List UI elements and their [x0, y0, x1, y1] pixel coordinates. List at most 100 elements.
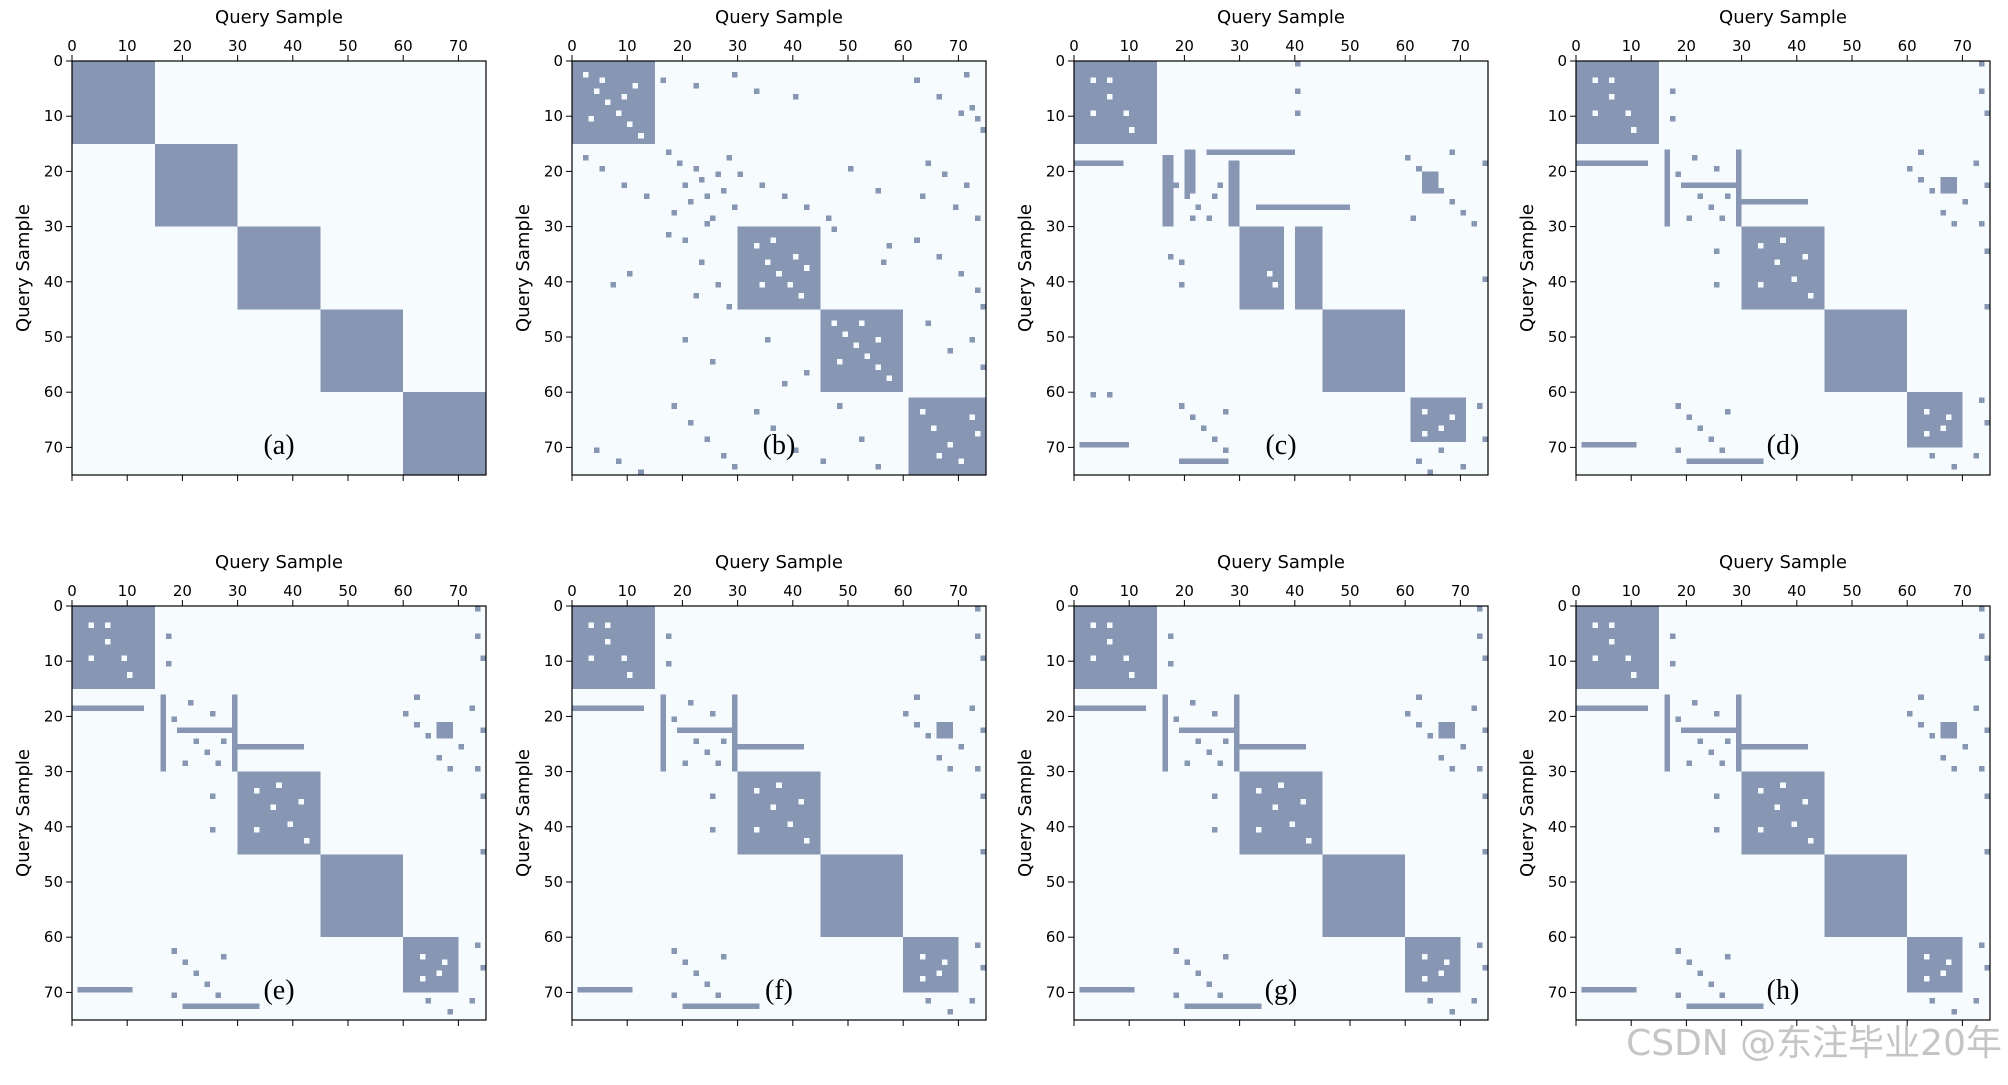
heatmap-cell — [1449, 199, 1455, 205]
heatmap-cell — [1223, 953, 1229, 960]
heatmap-empty-cell — [254, 788, 260, 794]
heatmap-cell-block — [1907, 937, 1963, 993]
y-tick-label: 10 — [44, 652, 63, 670]
heatmap-cell — [1482, 655, 1488, 662]
heatmap-cell — [925, 320, 931, 326]
heatmap-empty-cell — [1625, 655, 1632, 662]
heatmap-empty-cell — [1090, 77, 1097, 84]
heatmap-cell — [1708, 436, 1714, 442]
heatmap-cell — [875, 463, 882, 470]
x-tick-label: 70 — [449, 582, 468, 600]
heatmap-cell — [660, 77, 666, 84]
heatmap-cell-block — [1079, 441, 1130, 448]
subfigure-caption: (c) — [1265, 430, 1297, 461]
heatmap-cell — [792, 94, 799, 100]
heatmap-cell — [1714, 710, 1720, 717]
axes-frame — [571, 60, 987, 476]
heatmap-empty-cell — [886, 375, 893, 382]
y-tick-label: 10 — [1046, 107, 1065, 125]
chart-panel: 0 10 20 30 40 50 60 70 0 10 20 30 40 50 60 70 Query Samp… — [500, 545, 1002, 1085]
heatmap-empty-cell — [1592, 655, 1599, 662]
heatmap-cell-block — [72, 61, 155, 144]
heatmap-cell — [1973, 160, 1979, 166]
heatmap-chart: 0 10 20 30 40 50 60 70 0 10 20 30 40 50 60 70 Query Samp… — [1517, 552, 1991, 1026]
heatmap-cell-block — [1940, 176, 1957, 194]
heatmap-cell — [1476, 633, 1483, 640]
heatmap-empty-cell — [588, 116, 595, 122]
y-tick-label: 50 — [544, 328, 563, 346]
heatmap-cell — [958, 270, 964, 277]
heatmap-empty-cell — [1807, 292, 1814, 299]
heatmap-cell — [594, 447, 600, 453]
x-tick-label: 60 — [1396, 37, 1415, 55]
heatmap-cell — [1686, 215, 1692, 222]
heatmap-cell — [682, 727, 688, 733]
heatmap-cell-block — [1162, 154, 1174, 227]
heatmap-empty-cell — [875, 364, 882, 371]
heatmap-cell — [831, 226, 837, 233]
heatmap-cell — [665, 661, 672, 667]
heatmap-empty-cell — [1780, 782, 1786, 789]
heatmap-cell — [1725, 953, 1731, 960]
heatmap-cell — [403, 710, 409, 717]
heatmap-empty-cell — [792, 254, 799, 260]
heatmap-cell — [803, 204, 810, 211]
heatmap-cell — [1482, 436, 1488, 442]
y-tick-label: 20 — [544, 162, 563, 180]
y-tick-label: 40 — [544, 818, 563, 836]
heatmap-cell — [1978, 606, 1985, 612]
heatmap-cell — [165, 661, 172, 667]
heatmap-cell-block — [1686, 458, 1764, 464]
subfigure-caption: (b) — [762, 430, 796, 461]
heatmap-cell — [671, 716, 677, 722]
heatmap-cell-block — [154, 143, 238, 227]
heatmap-cell — [1714, 793, 1720, 800]
heatmap-cell — [754, 408, 760, 415]
heatmap-cell — [1973, 997, 1979, 1004]
heatmap-cell — [1686, 414, 1692, 420]
heatmap-cell — [480, 964, 486, 971]
x-tick-label: 70 — [949, 582, 968, 600]
heatmap-cell — [1416, 458, 1422, 464]
heatmap-cell — [721, 953, 727, 960]
heatmap-empty-cell — [1631, 127, 1637, 133]
heatmap-empty-cell — [88, 655, 95, 662]
heatmap-empty-cell — [1774, 259, 1781, 266]
heatmap-cell — [480, 727, 486, 733]
heatmap-cell — [781, 381, 788, 387]
heatmap-cell-block — [1239, 744, 1306, 750]
heatmap-cell-block — [1438, 721, 1455, 739]
x-tick-label: 30 — [1732, 582, 1751, 600]
heatmap-cell — [1978, 61, 1985, 67]
heatmap-cell — [969, 105, 975, 111]
heatmap-cell — [414, 721, 420, 728]
heatmap-empty-cell — [632, 83, 639, 89]
heatmap-cell — [1162, 171, 1168, 177]
heatmap-cell — [1223, 447, 1229, 453]
y-tick-label: 10 — [1046, 652, 1065, 670]
heatmap-cell — [848, 165, 854, 172]
heatmap-cell — [947, 348, 953, 354]
heatmap-cell — [1686, 959, 1692, 965]
heatmap-empty-cell — [1289, 821, 1295, 827]
y-tick-label: 60 — [544, 928, 563, 946]
heatmap-cell — [1978, 942, 1985, 949]
x-tick-label: 50 — [838, 37, 857, 55]
heatmap-cell — [1427, 997, 1433, 1004]
heatmap-cell — [704, 749, 710, 756]
heatmap-cell — [1984, 964, 1990, 971]
heatmap-empty-cell — [1438, 425, 1444, 431]
heatmap-empty-cell — [127, 672, 133, 678]
heatmap-cell — [1482, 964, 1488, 971]
heatmap-cell — [715, 171, 722, 177]
heatmap-cell — [1984, 848, 1990, 855]
heatmap-cell — [1984, 303, 1990, 310]
heatmap-cell — [1686, 760, 1692, 767]
y-axis-label: Query Sample — [1517, 204, 1538, 332]
heatmap-cell — [1697, 425, 1703, 431]
heatmap-cell-block — [1256, 204, 1350, 211]
heatmap-empty-cell — [419, 953, 426, 960]
heatmap-cell — [682, 959, 688, 965]
heatmap-cell — [715, 760, 722, 767]
